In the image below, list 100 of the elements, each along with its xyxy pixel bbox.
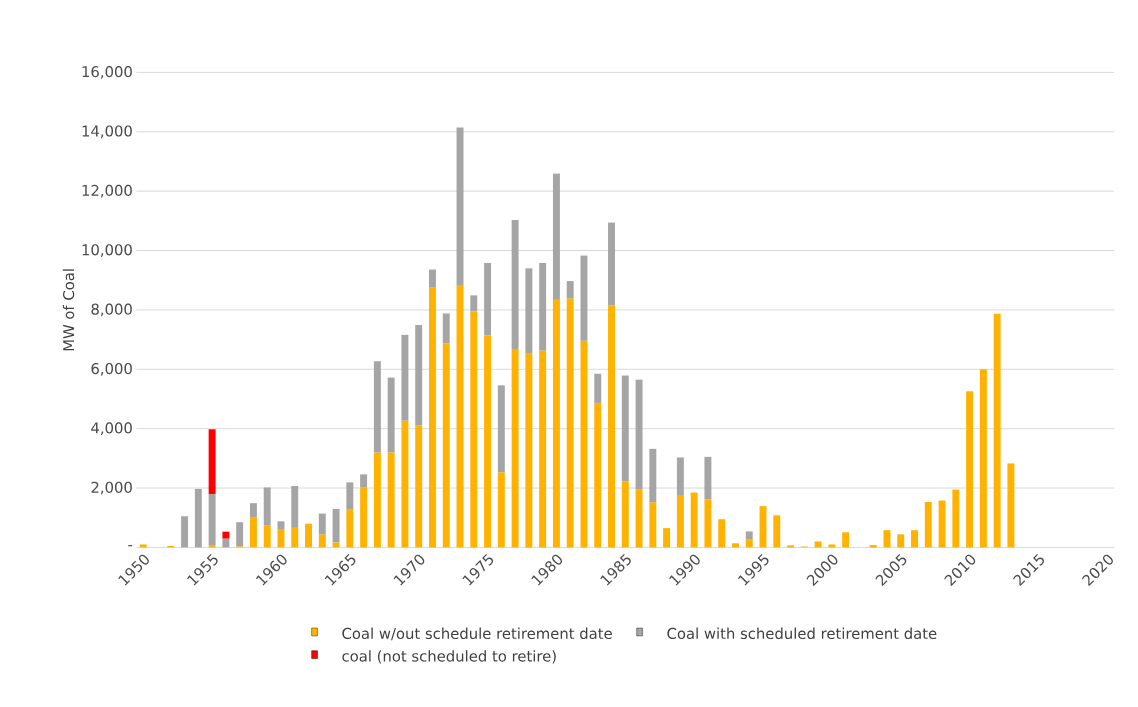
bar <box>332 542 340 548</box>
bar <box>539 262 547 351</box>
y-tick-label: - <box>128 545 133 547</box>
bar <box>208 493 216 546</box>
bar <box>649 448 657 503</box>
bar <box>1007 463 1015 548</box>
bar <box>979 369 987 548</box>
bar <box>621 481 629 548</box>
bar <box>484 335 492 548</box>
bar <box>704 456 712 500</box>
bar <box>924 501 932 548</box>
bar <box>415 425 423 548</box>
bar <box>442 313 450 344</box>
legend-label: coal (not scheduled to retire) <box>342 650 556 664</box>
bar <box>263 487 271 526</box>
bar <box>497 385 505 473</box>
bar <box>883 530 891 548</box>
bar <box>608 305 615 548</box>
bar <box>263 525 271 548</box>
bar <box>676 495 684 548</box>
bar <box>525 352 533 548</box>
legend-label: Coal with scheduled retirement date <box>667 627 937 640</box>
bar <box>429 287 436 548</box>
bar <box>594 402 602 548</box>
bar <box>318 534 326 548</box>
bar <box>897 534 905 548</box>
bar <box>690 492 698 548</box>
bar <box>208 429 216 494</box>
bar <box>236 522 244 547</box>
bar <box>429 269 436 288</box>
bar <box>139 544 147 548</box>
y-tick-label: 14,000 <box>82 125 132 139</box>
bar <box>360 487 368 548</box>
bar <box>814 541 822 548</box>
bar <box>373 452 381 548</box>
bar <box>497 472 505 548</box>
bar <box>346 509 354 548</box>
bar <box>470 295 478 312</box>
bar <box>676 457 684 496</box>
bar <box>511 349 519 548</box>
y-tick-label: 6,000 <box>91 362 132 376</box>
bar <box>552 173 560 300</box>
bar <box>525 268 533 353</box>
bar <box>608 222 615 306</box>
bar <box>745 539 753 548</box>
bar <box>484 262 492 336</box>
bar <box>704 499 712 548</box>
bar <box>580 340 588 548</box>
bar <box>952 489 960 548</box>
bar <box>718 519 726 548</box>
bar <box>539 350 547 548</box>
bar <box>373 361 381 453</box>
bar <box>305 523 312 548</box>
bar <box>552 299 560 548</box>
bar <box>938 500 946 548</box>
bar <box>346 482 354 510</box>
bar <box>594 373 602 403</box>
bar <box>222 538 230 548</box>
bar <box>442 343 450 548</box>
bar <box>580 255 588 341</box>
bar <box>842 532 850 548</box>
bar <box>318 513 326 535</box>
y-tick-label: 2,000 <box>91 481 132 495</box>
y-tick-label: 16,000 <box>82 65 132 79</box>
bar <box>635 379 643 490</box>
bar <box>566 281 574 299</box>
bar <box>787 545 795 548</box>
bar <box>511 219 519 350</box>
bar <box>663 528 671 548</box>
bar <box>732 543 739 548</box>
bar <box>387 452 395 548</box>
bar <box>360 474 368 488</box>
bar <box>291 485 299 528</box>
y-tick-label: 4,000 <box>91 422 132 435</box>
bar <box>635 489 643 548</box>
y-tick-label: 12,000 <box>82 184 132 198</box>
bar <box>415 325 423 426</box>
bar <box>773 515 781 548</box>
bar <box>387 377 395 453</box>
bar <box>249 503 257 518</box>
y-tick-label: 10,000 <box>82 244 132 257</box>
bar <box>621 375 629 482</box>
bar <box>332 508 340 543</box>
bar <box>566 298 574 548</box>
bar <box>993 313 1001 548</box>
y-axis-title: MW of Coal <box>62 269 75 351</box>
legend-label: Coal w/out schedule retirement date <box>342 627 612 641</box>
bar <box>911 530 918 548</box>
bar <box>401 420 409 548</box>
bar <box>745 531 753 540</box>
bar <box>828 544 836 548</box>
bar <box>181 516 189 548</box>
bar <box>291 527 299 548</box>
bar <box>194 488 202 548</box>
bar <box>401 334 409 421</box>
bar <box>649 502 657 548</box>
bar <box>966 391 974 548</box>
bar <box>222 531 230 539</box>
y-tick-label: 8,000 <box>91 303 132 317</box>
bar <box>249 517 257 548</box>
